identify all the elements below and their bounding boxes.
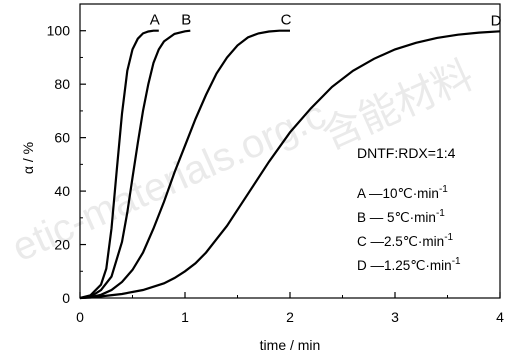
series-line-c <box>79 29 290 300</box>
series-line-d <box>79 30 501 300</box>
x-tick-label-1: 1 <box>181 309 189 325</box>
legend-title: DNTF:RDX=1:4 <box>357 145 456 161</box>
y-tick-label-3: 60 <box>54 130 70 146</box>
series-line-a <box>79 29 159 300</box>
legend: DNTF:RDX=1:4 A —10℃·min-1 B — 5℃·min-1 C… <box>357 145 461 273</box>
y-tick-label-5: 100 <box>47 23 71 39</box>
legend-entry-d: D —1.25℃·min-1 <box>357 256 461 273</box>
legend-entry-a: A —10℃·min-1 <box>357 184 448 201</box>
watermark-cjk: 含能材料 <box>316 53 480 158</box>
series-label-b: B <box>181 12 191 29</box>
x-tick-label-0: 0 <box>76 309 84 325</box>
y-tick-label-1: 20 <box>54 237 70 253</box>
legend-entry-b: B — 5℃·min-1 <box>357 208 445 225</box>
y-axis-title: α / % <box>20 142 36 174</box>
x-tick-label-4: 4 <box>496 309 504 325</box>
x-axis-title: time / min <box>260 337 321 353</box>
series-label-c: C <box>281 12 292 29</box>
x-tick-label-2: 2 <box>286 309 294 325</box>
series-label-a: A <box>150 12 160 29</box>
x-tick-label-3: 3 <box>391 309 399 325</box>
y-tick-label-0: 0 <box>62 290 70 306</box>
series-label-d: D <box>491 12 502 29</box>
legend-entry-c: C —2.5℃·min-1 <box>357 232 454 249</box>
y-tick-label-4: 80 <box>54 76 70 92</box>
series-line-b <box>79 29 191 300</box>
y-tick-label-2: 40 <box>54 183 70 199</box>
